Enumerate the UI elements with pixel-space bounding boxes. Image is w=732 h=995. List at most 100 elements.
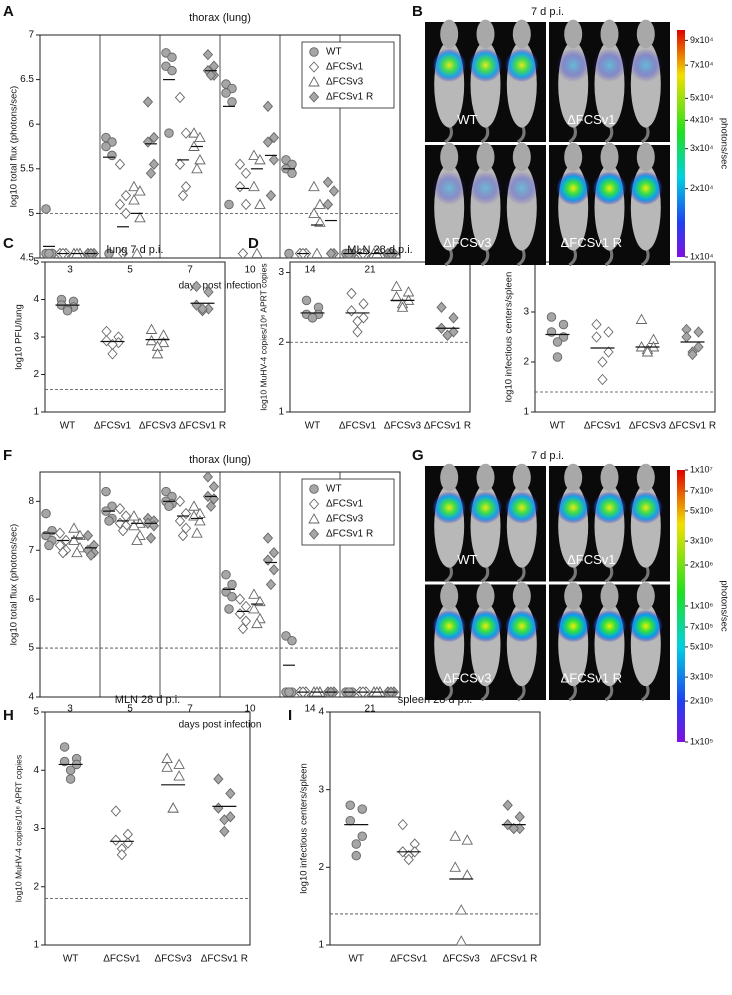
x-tick-label: ΔFCSv1 (103, 954, 141, 965)
data-point (142, 96, 154, 108)
scale-tick-label: 3x10⁵ (690, 671, 714, 681)
y-tick-label: 2 (33, 881, 39, 892)
data-point (358, 298, 369, 310)
data-point (180, 180, 192, 193)
data-point (396, 301, 409, 312)
signal (556, 609, 591, 643)
data-point (268, 131, 280, 144)
mouse-head (564, 19, 583, 49)
y-tick-label: 8 (28, 496, 34, 507)
legend-label: WT (326, 484, 342, 495)
mouse-head (600, 463, 619, 492)
x-tick-label: ΔFCSv3 (384, 421, 422, 432)
scale-tick-label: 3x10⁶ (690, 535, 714, 545)
data-point (161, 752, 173, 764)
data-point (461, 869, 474, 880)
data-point (449, 861, 462, 872)
y-tick-label: 1 (278, 407, 284, 418)
mouse-head (440, 463, 459, 492)
data-point (205, 500, 217, 512)
data-point (101, 141, 111, 152)
mouse-head (564, 142, 583, 172)
data-point (173, 758, 185, 769)
data-point (62, 306, 73, 316)
data-point (322, 176, 334, 188)
data-point (224, 199, 234, 210)
scale-tick-label: 1x10⁷ (690, 464, 713, 474)
data-point (345, 815, 356, 826)
y-tick-label: 2 (33, 369, 39, 380)
scale-tick-label: 1x10⁶ (690, 600, 714, 610)
data-point (240, 198, 252, 211)
color-bar (677, 470, 685, 742)
group-label: ΔFCSv1 (567, 112, 615, 127)
chart-title: MLN 28 d p.i. (115, 694, 180, 706)
group-label: ΔFCSv1 (567, 552, 615, 567)
y-tick-label: 5 (28, 643, 34, 654)
y-tick-label: 1 (33, 940, 39, 951)
signal (504, 609, 539, 643)
chart-title: MLN 28 d p.i. (347, 244, 412, 256)
y-tick-label: 5 (33, 257, 39, 268)
data-point (44, 248, 54, 259)
panel-letter: G (412, 447, 424, 464)
x-tick-label: WT (305, 421, 321, 432)
data-point (120, 189, 132, 202)
signal (504, 171, 539, 205)
mouse-head (564, 463, 583, 492)
y-tick-label: 4.5 (20, 253, 34, 264)
x-tick-label: 5 (127, 265, 133, 276)
x-tick-label: ΔFCSv1 (390, 954, 428, 965)
data-point (68, 522, 80, 533)
data-point (508, 822, 519, 835)
data-point (322, 198, 334, 211)
legend-marker (308, 76, 320, 87)
data-point (284, 248, 294, 259)
data-point (145, 323, 158, 334)
data-point (351, 839, 362, 849)
x-tick-label: 5 (127, 704, 133, 715)
group-label: ΔFCSv3 (443, 671, 491, 686)
y-tick-label: 4 (33, 294, 39, 305)
data-point (54, 527, 66, 539)
mouse-head (636, 582, 655, 610)
data-point (59, 742, 70, 752)
legend-marker (308, 61, 320, 73)
data-point (603, 346, 614, 358)
chart-title: thorax (lung) (189, 12, 251, 24)
data-point (552, 337, 563, 347)
y-tick-label: 3 (278, 267, 284, 278)
data-point (345, 800, 356, 810)
data-point (262, 554, 274, 566)
mouse-head (600, 142, 619, 172)
data-point (237, 622, 249, 635)
y-tick-label: 6 (28, 594, 34, 605)
data-point (194, 514, 206, 526)
plot-frame (44, 711, 251, 946)
x-tick-label: WT (348, 954, 364, 965)
data-point (174, 91, 186, 104)
data-point (284, 687, 294, 697)
x-axis-label: days post infection (179, 720, 262, 731)
signal (432, 171, 467, 205)
data-point (180, 127, 192, 139)
data-point (403, 853, 414, 866)
group-label: ΔFCSv1 R (561, 671, 622, 686)
data-point (591, 331, 602, 343)
signal (504, 48, 539, 82)
data-point (145, 334, 158, 346)
data-point (546, 312, 557, 322)
mouse-head (476, 19, 495, 49)
mouse-head (512, 19, 531, 49)
data-point (157, 336, 170, 348)
data-point (240, 600, 252, 613)
data-point (693, 326, 704, 338)
data-point (352, 326, 363, 338)
y-axis-label: log10 total flux (photons/sec) (9, 86, 20, 207)
data-point (237, 247, 249, 260)
data-point (145, 167, 157, 179)
data-point (687, 348, 698, 361)
mouse-head (440, 582, 459, 610)
scale-tick-label: 7x10⁶ (690, 485, 714, 495)
data-point (461, 834, 474, 845)
